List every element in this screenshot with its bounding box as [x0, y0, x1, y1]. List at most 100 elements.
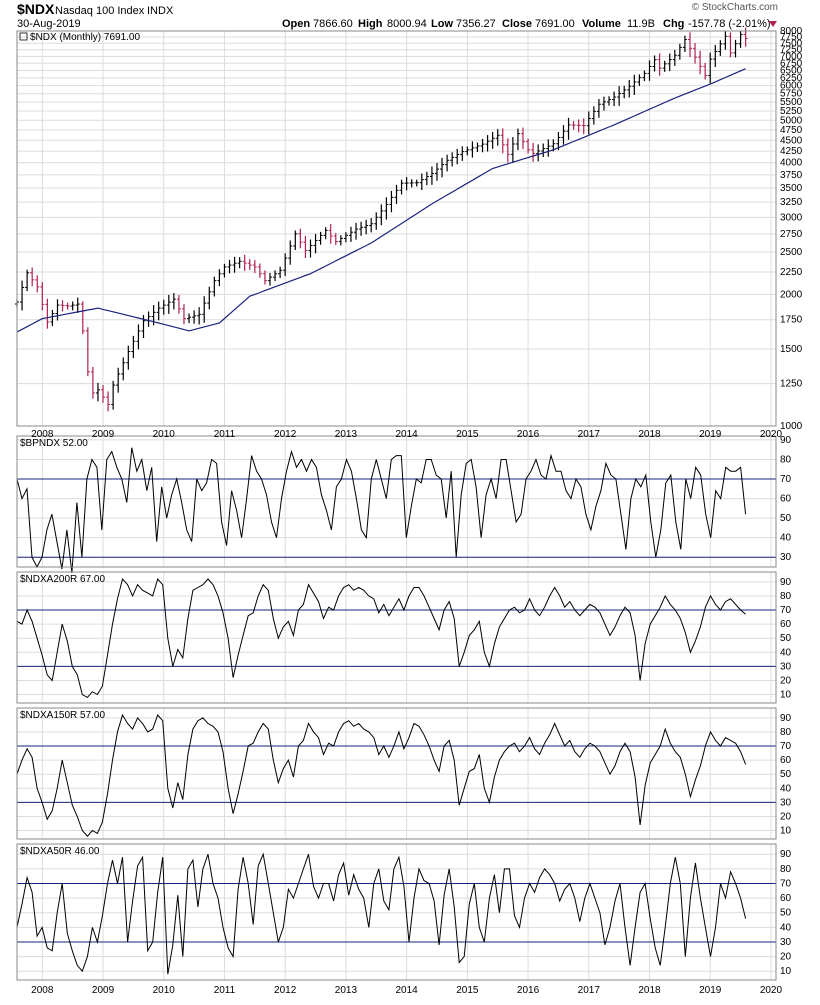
indicator-tick-label: 60	[780, 755, 792, 766]
indicator-panel-title: $NDXA50R 46.00	[20, 846, 100, 857]
indicator-tick-label: 80	[780, 727, 792, 738]
indicator-line	[16, 447, 747, 573]
x-tick-label-bottom: 2016	[517, 985, 540, 996]
price-tick-label: 6500	[780, 65, 803, 76]
price-tick-label: 2250	[780, 267, 803, 278]
indicator-tick-label: 10	[780, 690, 792, 701]
indicator-panel-title: $BPNDX 52.00	[20, 438, 88, 449]
indicator-tick-label: 70	[780, 474, 792, 485]
ohlc-chg-label: Chg	[663, 18, 684, 30]
indicator-tick-label: 70	[780, 741, 792, 752]
panel-frame	[16, 435, 777, 568]
ohlc-close-label: Close	[502, 18, 532, 30]
price-tick-label: 1000	[780, 421, 803, 432]
indicator-tick-label: 90	[780, 713, 792, 724]
indicator-tick-label: 70	[780, 605, 792, 616]
panel-frame	[16, 571, 777, 704]
x-tick-label-bottom: 2011	[214, 985, 236, 996]
indicator-tick-label: 50	[780, 513, 792, 524]
price-tick-label: 4250	[780, 146, 803, 157]
price-tick-label: 3250	[780, 197, 803, 208]
price-tick-label: 1750	[780, 315, 803, 326]
indicator-tick-label: 50	[780, 908, 792, 919]
indicator-tick-label: 20	[780, 952, 792, 963]
price-tick-label: 4000	[780, 158, 803, 169]
indicator-tick-label: 60	[780, 619, 792, 630]
x-tick-label-bottom: 2015	[456, 985, 479, 996]
price-tick-label: 4750	[780, 125, 803, 136]
price-tick-label: 6750	[780, 58, 803, 69]
price-tick-label: 1500	[780, 344, 803, 355]
x-tick-label-top: 2014	[395, 429, 418, 440]
ohlc-low-value: 7356.27	[456, 18, 496, 30]
header-name: Nasdaq 100 Index	[55, 5, 145, 17]
indicator-tick-label: 80	[780, 591, 792, 602]
x-tick-label-top: 2009	[92, 429, 115, 440]
indicator-line	[16, 852, 747, 975]
x-tick-label-top: 2016	[517, 429, 540, 440]
x-tick-label-top: 2012	[274, 429, 297, 440]
x-tick-label-bottom: 2010	[153, 985, 176, 996]
indicator-tick-label: 30	[780, 937, 792, 948]
indicator-tick-label: 90	[780, 577, 792, 588]
indicator-tick-label: 50	[780, 769, 792, 780]
indicator-tick-label: 40	[780, 922, 792, 933]
price-tick-label: 5250	[780, 106, 803, 117]
ohlc-chg-value: -157.78 (-2.01%)	[688, 18, 771, 30]
x-tick-label-top: 2020	[760, 429, 783, 440]
indicator-tick-label: 60	[780, 494, 792, 505]
ohlc-open-value: 7866.60	[313, 18, 353, 30]
price-tick-label: 7500	[780, 38, 803, 49]
ohlc-open-label: Open	[282, 18, 310, 30]
indicator-tick-label: 50	[780, 633, 792, 644]
x-tick-label-bottom: 2013	[335, 985, 358, 996]
ohlc-low-label: Low	[431, 18, 453, 30]
price-tick-label: 3500	[780, 183, 803, 194]
price-tick-label: 7250	[780, 45, 803, 56]
indicator-tick-label: 40	[780, 647, 792, 658]
price-tick-label: 8000	[780, 26, 803, 37]
price-tick-label: 3750	[780, 170, 803, 181]
x-tick-label-bottom: 2018	[638, 985, 661, 996]
plot-layer	[15, 27, 776, 975]
indicator-tick-label: 40	[780, 783, 792, 794]
price-tick-label: 5000	[780, 115, 803, 126]
x-tick-label-top: 2013	[335, 429, 358, 440]
indicator-tick-label: 70	[780, 878, 792, 889]
price-tick-label: 5500	[780, 97, 803, 108]
indicator-panel-title: $NDXA200R 67.00	[20, 574, 105, 585]
indicator-tick-label: 20	[780, 675, 792, 686]
x-tick-label-top: 2017	[578, 429, 601, 440]
brand-label[interactable]: © StockCharts.com	[692, 2, 778, 13]
x-tick-label-top: 2011	[214, 429, 236, 440]
indicator-tick-label: 40	[780, 533, 792, 544]
price-tick-label: 4500	[780, 135, 803, 146]
x-tick-label-top: 2019	[699, 429, 722, 440]
indicator-line	[16, 577, 746, 699]
price-tick-label: 2500	[780, 247, 803, 258]
price-series-icon	[19, 32, 28, 41]
ohlc-volume-value: 11.9B	[627, 18, 655, 30]
indicator-tick-label: 90	[780, 849, 792, 860]
indicator-tick-label: 30	[780, 552, 792, 563]
x-tick-label-bottom: 2020	[760, 985, 783, 996]
indicator-tick-label: 30	[780, 797, 792, 808]
header-symbol: $NDX	[17, 1, 55, 17]
ohlc-high-value: 8000.94	[387, 18, 427, 30]
indicator-tick-label: 80	[780, 454, 792, 465]
indicator-tick-label: 90	[780, 435, 792, 446]
price-tick-label: 3000	[780, 212, 803, 223]
indicator-tick-label: 10	[780, 826, 792, 837]
price-panel-title: $NDX (Monthly) 7691.00	[30, 32, 140, 43]
price-tick-label: 6250	[780, 73, 803, 84]
price-tick-label: 7750	[780, 32, 803, 43]
indicator-tick-label: 60	[780, 893, 792, 904]
indicator-tick-label: 30	[780, 661, 792, 672]
indicator-tick-label: 20	[780, 811, 792, 822]
x-tick-label-top: 2010	[153, 429, 176, 440]
grid-layer	[17, 30, 776, 980]
price-tick-label: 2000	[780, 289, 803, 300]
panel-frame	[16, 707, 777, 840]
axis-layer: 1000 1250 1500 1750 2000 2250 2500 2750 3000 3250…	[16, 26, 803, 996]
